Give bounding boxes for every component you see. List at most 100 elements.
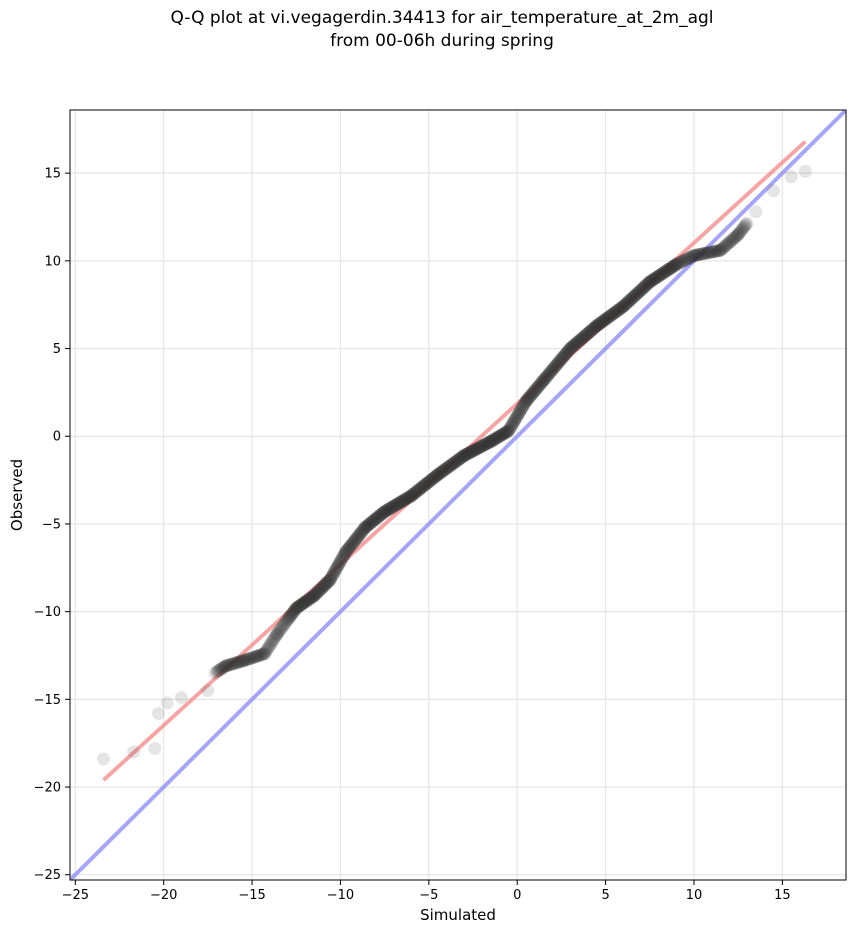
data-point [362,517,376,531]
data-point [428,470,442,484]
data-point [324,571,338,585]
data-point [274,622,288,636]
data-point [653,268,667,282]
data-point [331,559,345,573]
data-point [686,249,700,263]
data-point [392,496,406,510]
data-point [656,266,670,280]
data-point [213,663,227,677]
data-point [700,246,714,260]
data-point [648,272,662,286]
data-point [257,647,271,661]
data-point [685,249,699,263]
data-point [690,248,704,262]
data-point [517,397,531,411]
data-point [692,248,706,262]
data-point [292,599,306,613]
data-point [586,322,600,336]
data-point [334,553,348,567]
data-point [213,662,227,676]
grid [70,110,846,880]
data-point [367,513,381,527]
data-point [339,545,353,559]
data-point [415,480,429,494]
y-tick-label: 0 [53,430,61,445]
data-point [526,385,540,399]
data-point [503,421,517,435]
data-point [279,615,293,629]
data-point [518,396,532,410]
data-point [483,435,497,449]
data-point [397,493,411,507]
x-axis-label: Simulated [420,906,496,924]
data-point [749,205,763,219]
data-point [278,616,292,630]
data-point [552,355,566,369]
data-point [666,259,680,273]
data-point [596,314,610,328]
data-point [376,506,390,520]
data-point [148,741,162,755]
data-point [705,245,719,259]
data-point [599,312,613,326]
data-point [537,373,551,387]
data-point [656,266,670,280]
data-point [708,244,722,258]
data-point [447,456,461,470]
data-point [396,494,410,508]
data-point [568,338,582,352]
data-point [294,598,308,612]
data-point [584,324,598,338]
data-point [304,591,318,605]
data-point [489,432,503,446]
data-point [486,433,500,447]
data-point [504,419,518,433]
data-point [531,379,545,393]
data-point [666,260,680,274]
data-point [314,582,328,596]
data-point [309,587,323,601]
data-point [669,257,683,271]
data-point [576,331,590,345]
data-point [725,233,739,247]
data-point [333,555,347,569]
data-point [317,579,331,593]
data-point [638,279,652,293]
quantile-points [97,164,812,766]
data-point [703,245,717,259]
data-point [583,325,597,339]
data-point [718,240,732,254]
data-point [554,353,568,367]
data-point [491,430,505,444]
data-point [657,265,671,279]
data-point [687,249,701,263]
data-point [476,439,490,453]
data-point [695,247,709,261]
data-point [254,648,268,662]
data-point [636,281,650,295]
data-point [127,745,141,759]
data-point [500,425,514,439]
data-point [426,471,440,485]
data-point [413,482,427,496]
data-point [632,285,646,299]
data-point [269,629,283,643]
data-point [579,328,593,342]
data-point [549,358,563,372]
data-point [449,455,463,469]
data-point [624,293,638,307]
data-point [528,384,542,398]
data-point [635,282,649,296]
data-point [278,617,292,631]
data-point [691,248,705,262]
data-point [270,628,284,642]
data-point [357,522,371,536]
data-point [458,448,472,462]
data-point [684,250,698,264]
data-point [473,440,487,454]
data-point [604,309,618,323]
data-point [343,539,357,553]
data-point [307,589,321,603]
data-point [344,538,358,552]
